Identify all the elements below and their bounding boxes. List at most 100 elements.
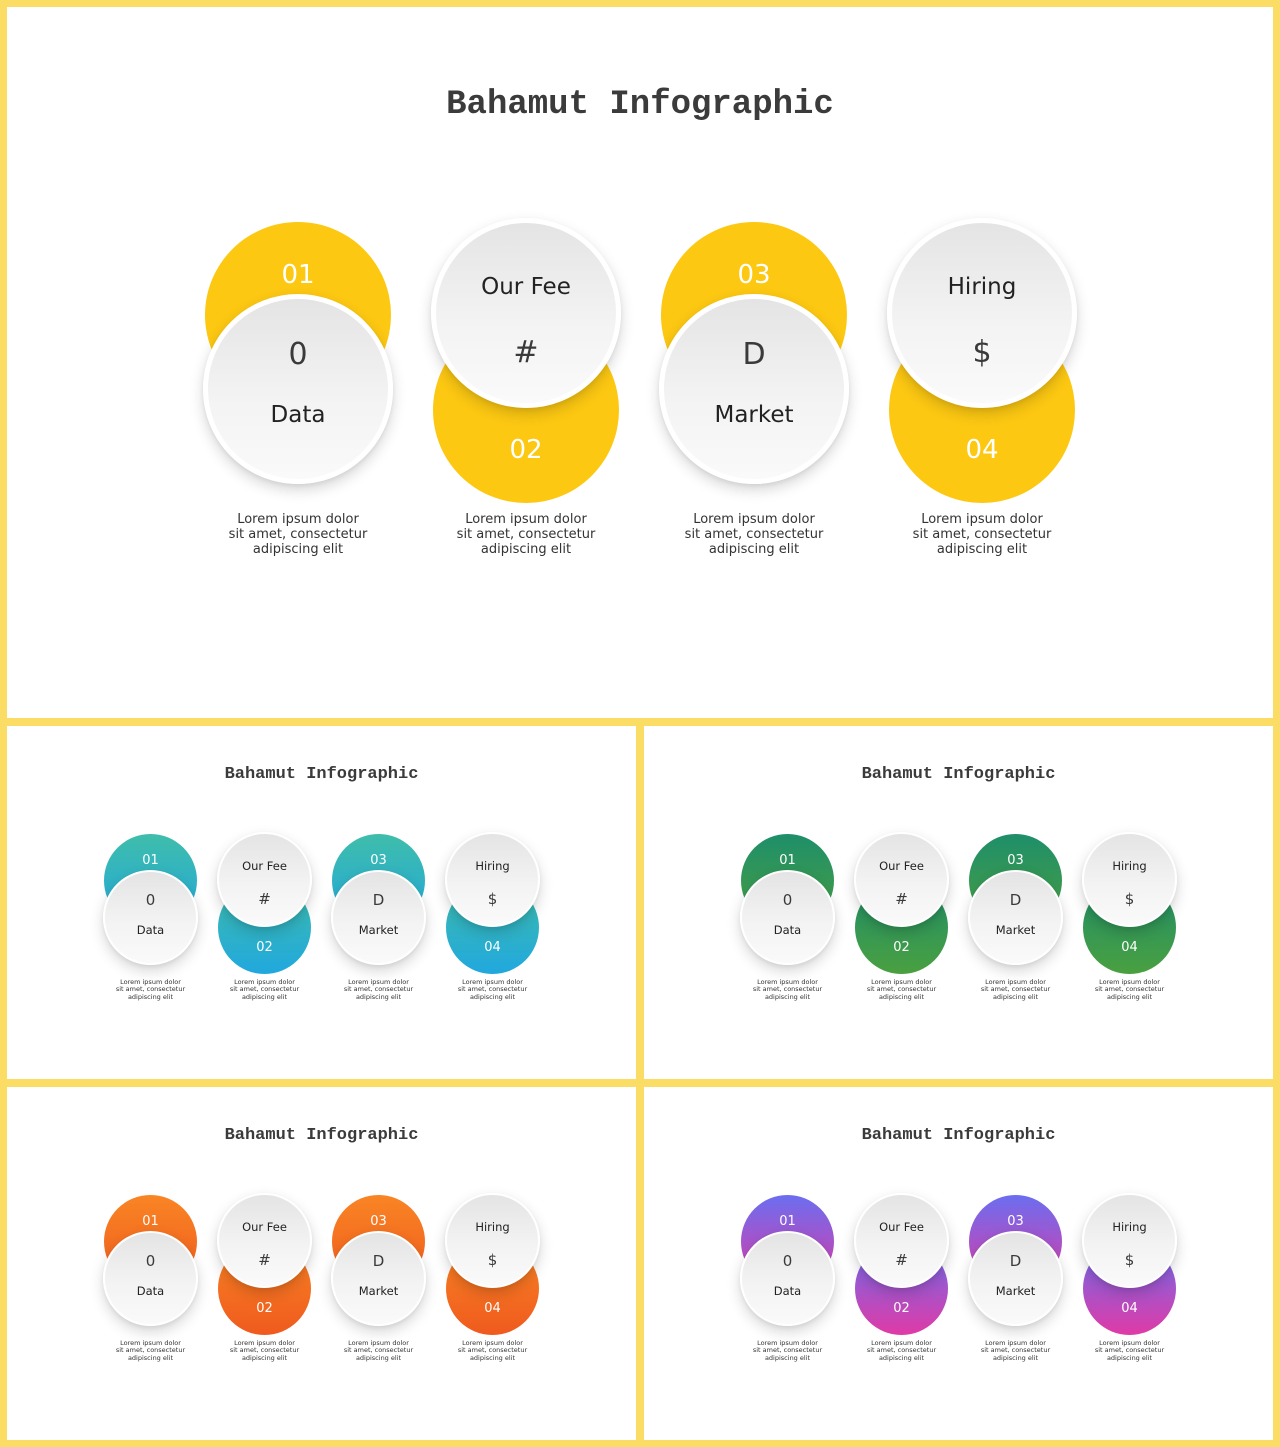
step-description-line: Lorem ipsum dolor bbox=[348, 1338, 409, 1347]
step-item-1: 01 0 Data Lorem ipsum dolor sit amet, consec… bbox=[738, 1190, 838, 1370]
step-symbol: D bbox=[1009, 1251, 1022, 1270]
step-white-circle: D Market bbox=[659, 294, 849, 484]
step-white-circle: 0 Data bbox=[103, 869, 198, 965]
step-label: Market bbox=[358, 922, 399, 937]
step-description-line: Lorem ipsum dolor bbox=[348, 977, 409, 986]
step-white-circle: 0 Data bbox=[740, 869, 835, 965]
step-description-line: adipiscing elit bbox=[764, 992, 811, 1001]
slide-title: Bahamut Infographic bbox=[224, 1126, 419, 1145]
step-description-line: adipiscing elit bbox=[764, 1353, 811, 1362]
step-description-line: Lorem ipsum dolor bbox=[985, 1338, 1046, 1347]
step-label: Our Fee bbox=[879, 1219, 924, 1234]
step-symbol: # bbox=[895, 889, 908, 908]
step-description-line: sit amet, consectetur bbox=[457, 985, 528, 993]
step-description-line: adipiscing elit bbox=[241, 1353, 288, 1362]
step-description-line: adipiscing elit bbox=[355, 1353, 402, 1362]
step-description-line: sit amet, consectetur bbox=[115, 985, 186, 993]
step-number: 03 bbox=[370, 1213, 387, 1229]
slide-yellow: Bahamut Infographic 01 0 Data Lorem ipsum do… bbox=[7, 7, 1273, 718]
step-description-line: Lorem ipsum dolor bbox=[693, 512, 815, 527]
step-item-2: 02 Our Fee # Lorem ipsum dolor sit amet, con… bbox=[215, 1190, 315, 1370]
step-label: Data bbox=[270, 402, 326, 428]
step-description-line: sit amet, consectetur bbox=[866, 1346, 937, 1354]
step-number: 02 bbox=[256, 940, 273, 955]
step-description: Lorem ipsum dolor sit amet, consectetur ad… bbox=[738, 978, 838, 1002]
step-symbol: D bbox=[372, 890, 385, 909]
step-description: Lorem ipsum dolor sit amet, consectetur ad… bbox=[101, 977, 201, 1002]
step-label: Data bbox=[773, 1283, 802, 1298]
step-label: Data bbox=[773, 922, 802, 937]
step-description-line: sit amet, consectetur bbox=[980, 1346, 1051, 1354]
step-item-3: 03 D Market Lorem ipsum dolor sit amet, cons… bbox=[329, 829, 429, 1009]
step-item-2: 02 Our Fee # Lorem ipsum dolor sit amet, con… bbox=[426, 212, 626, 572]
step-description: Lorem ipsum dolor sit amet, consectetur ad… bbox=[852, 977, 952, 1002]
step-description-line: adipiscing elit bbox=[469, 1353, 516, 1362]
step-symbol: $ bbox=[972, 335, 992, 370]
step-description-line: sit amet, consectetur bbox=[229, 985, 300, 993]
step-description-line: Lorem ipsum dolor bbox=[120, 1338, 181, 1347]
step-item-3: 03 D Market Lorem ipsum dolor sit amet, cons… bbox=[329, 1190, 429, 1370]
step-description-line: Lorem ipsum dolor bbox=[462, 977, 523, 986]
step-description-line: adipiscing elit bbox=[469, 992, 516, 1001]
step-description-line: adipiscing elit bbox=[241, 992, 288, 1001]
step-number: 04 bbox=[484, 1301, 501, 1316]
step-white-circle: Our Fee # bbox=[854, 1192, 949, 1288]
step-symbol: 0 bbox=[145, 1251, 156, 1270]
slide-teal-blue: Bahamut Infographic 01 0 Data Lorem ipsum do… bbox=[7, 726, 636, 1079]
step-description-line: sit amet, consectetur bbox=[684, 527, 824, 542]
step-description-line: Lorem ipsum dolor bbox=[120, 977, 181, 986]
step-symbol: $ bbox=[1124, 1250, 1135, 1269]
step-description: Lorem ipsum dolor sit amet, consectetur ad… bbox=[215, 1338, 315, 1363]
step-description-line: Lorem ipsum dolor bbox=[465, 512, 587, 527]
step-description-line: adipiscing elit bbox=[992, 1353, 1039, 1362]
step-description-line: Lorem ipsum dolor bbox=[871, 1338, 932, 1347]
step-description: Lorem ipsum dolor sit amet, consectetur ad… bbox=[738, 1339, 838, 1363]
step-label: Hiring bbox=[947, 274, 1017, 300]
step-description-line: adipiscing elit bbox=[355, 992, 402, 1001]
step-white-circle: Our Fee # bbox=[431, 218, 621, 408]
step-white-circle: 0 Data bbox=[103, 1230, 198, 1326]
step-label: Our Fee bbox=[879, 858, 924, 873]
step-description-line: sit amet, consectetur bbox=[228, 527, 368, 542]
step-item-2: 02 Our Fee # Lorem ipsum dolor sit amet, con… bbox=[852, 1190, 952, 1370]
step-white-circle: Hiring $ bbox=[445, 1192, 540, 1288]
step-description: Lorem ipsum dolor sit amet, consectetur ad… bbox=[329, 1338, 429, 1363]
step-symbol: 0 bbox=[288, 337, 308, 372]
step-description: Lorem ipsum dolor sit amet, consectetur ad… bbox=[654, 512, 854, 557]
step-description-line: sit amet, consectetur bbox=[1094, 985, 1165, 993]
step-item-3: 03 D Market Lorem ipsum dolor sit amet, cons… bbox=[654, 212, 854, 572]
step-item-2: 02 Our Fee # Lorem ipsum dolor sit amet, con… bbox=[852, 829, 952, 1009]
slide-title: Bahamut Infographic bbox=[224, 765, 419, 784]
step-label: Hiring bbox=[475, 1219, 510, 1234]
step-description-line: sit amet, consectetur bbox=[912, 527, 1052, 542]
step-label: Market bbox=[358, 1283, 399, 1298]
step-white-circle: 0 Data bbox=[740, 1230, 835, 1326]
step-description: Lorem ipsum dolor sit amet, consectetur ad… bbox=[1080, 1339, 1180, 1363]
step-description-line: adipiscing elit bbox=[708, 542, 800, 557]
step-item-4: 04 Hiring $ Lorem ipsum dolor sit amet, cons… bbox=[882, 212, 1082, 572]
step-description-line: Lorem ipsum dolor bbox=[462, 1338, 523, 1347]
slide-orange: Bahamut Infographic 01 0 Data Lorem ipsum do… bbox=[7, 1087, 636, 1440]
step-label: Hiring bbox=[1112, 858, 1147, 873]
step-description-line: sit amet, consectetur bbox=[457, 1346, 528, 1354]
slide-title: Bahamut Infographic bbox=[446, 86, 834, 124]
step-number: 01 bbox=[779, 1213, 796, 1229]
step-description-line: sit amet, consectetur bbox=[456, 527, 596, 542]
slide-title: Bahamut Infographic bbox=[861, 765, 1056, 784]
step-description-line: Lorem ipsum dolor bbox=[871, 977, 932, 986]
step-description-line: adipiscing elit bbox=[1106, 1353, 1153, 1362]
step-number: 03 bbox=[1007, 1213, 1024, 1229]
step-description: Lorem ipsum dolor sit amet, consectetur ad… bbox=[1080, 978, 1180, 1002]
step-white-circle: D Market bbox=[968, 1230, 1063, 1326]
step-item-1: 01 0 Data Lorem ipsum dolor sit amet, consec… bbox=[101, 829, 201, 1009]
step-description: Lorem ipsum dolor sit amet, consectetur ad… bbox=[101, 1338, 201, 1363]
slide-purple-pink: Bahamut Infographic 01 0 Data Lorem ipsum do… bbox=[644, 1087, 1273, 1440]
step-item-1: 01 0 Data Lorem ipsum dolor sit amet, consec… bbox=[198, 212, 398, 572]
step-description-line: Lorem ipsum dolor bbox=[234, 1338, 295, 1347]
step-label: Hiring bbox=[475, 858, 510, 873]
slide-green: Bahamut Infographic 01 0 Data Lorem ipsum do… bbox=[644, 726, 1273, 1079]
step-description-line: adipiscing elit bbox=[878, 992, 925, 1001]
step-description: Lorem ipsum dolor sit amet, consectetur ad… bbox=[966, 978, 1066, 1002]
step-description-line: adipiscing elit bbox=[127, 1353, 174, 1362]
step-item-4: 04 Hiring $ Lorem ipsum dolor sit amet, cons… bbox=[443, 1190, 543, 1370]
